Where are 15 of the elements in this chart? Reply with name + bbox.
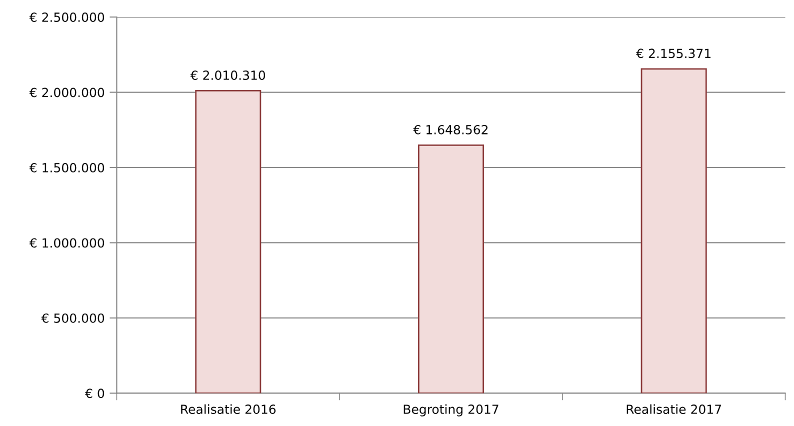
data-label: € 1.648.562 — [413, 124, 488, 134]
x-tick-label: Realisatie 2017 — [626, 404, 721, 414]
y-tick-label: € 0 — [85, 388, 104, 398]
y-tick-label: € 1.000.000 — [29, 238, 104, 248]
y-tick-label: € 1.500.000 — [29, 162, 104, 172]
x-tick-label: Begroting 2017 — [404, 404, 498, 416]
y-tick-label: € 2.500.000 — [29, 12, 104, 22]
y-tick-label: € 500.000 — [41, 313, 104, 323]
bar — [640, 68, 707, 394]
x-tick-label: Realisatie 2016 — [181, 404, 276, 414]
data-label: € 2.155.371 — [636, 48, 710, 58]
bar — [195, 90, 262, 394]
y-tick-label: € 2.000.000 — [29, 88, 104, 98]
bar — [418, 144, 484, 394]
data-label: € 2.010.310 — [190, 70, 266, 80]
